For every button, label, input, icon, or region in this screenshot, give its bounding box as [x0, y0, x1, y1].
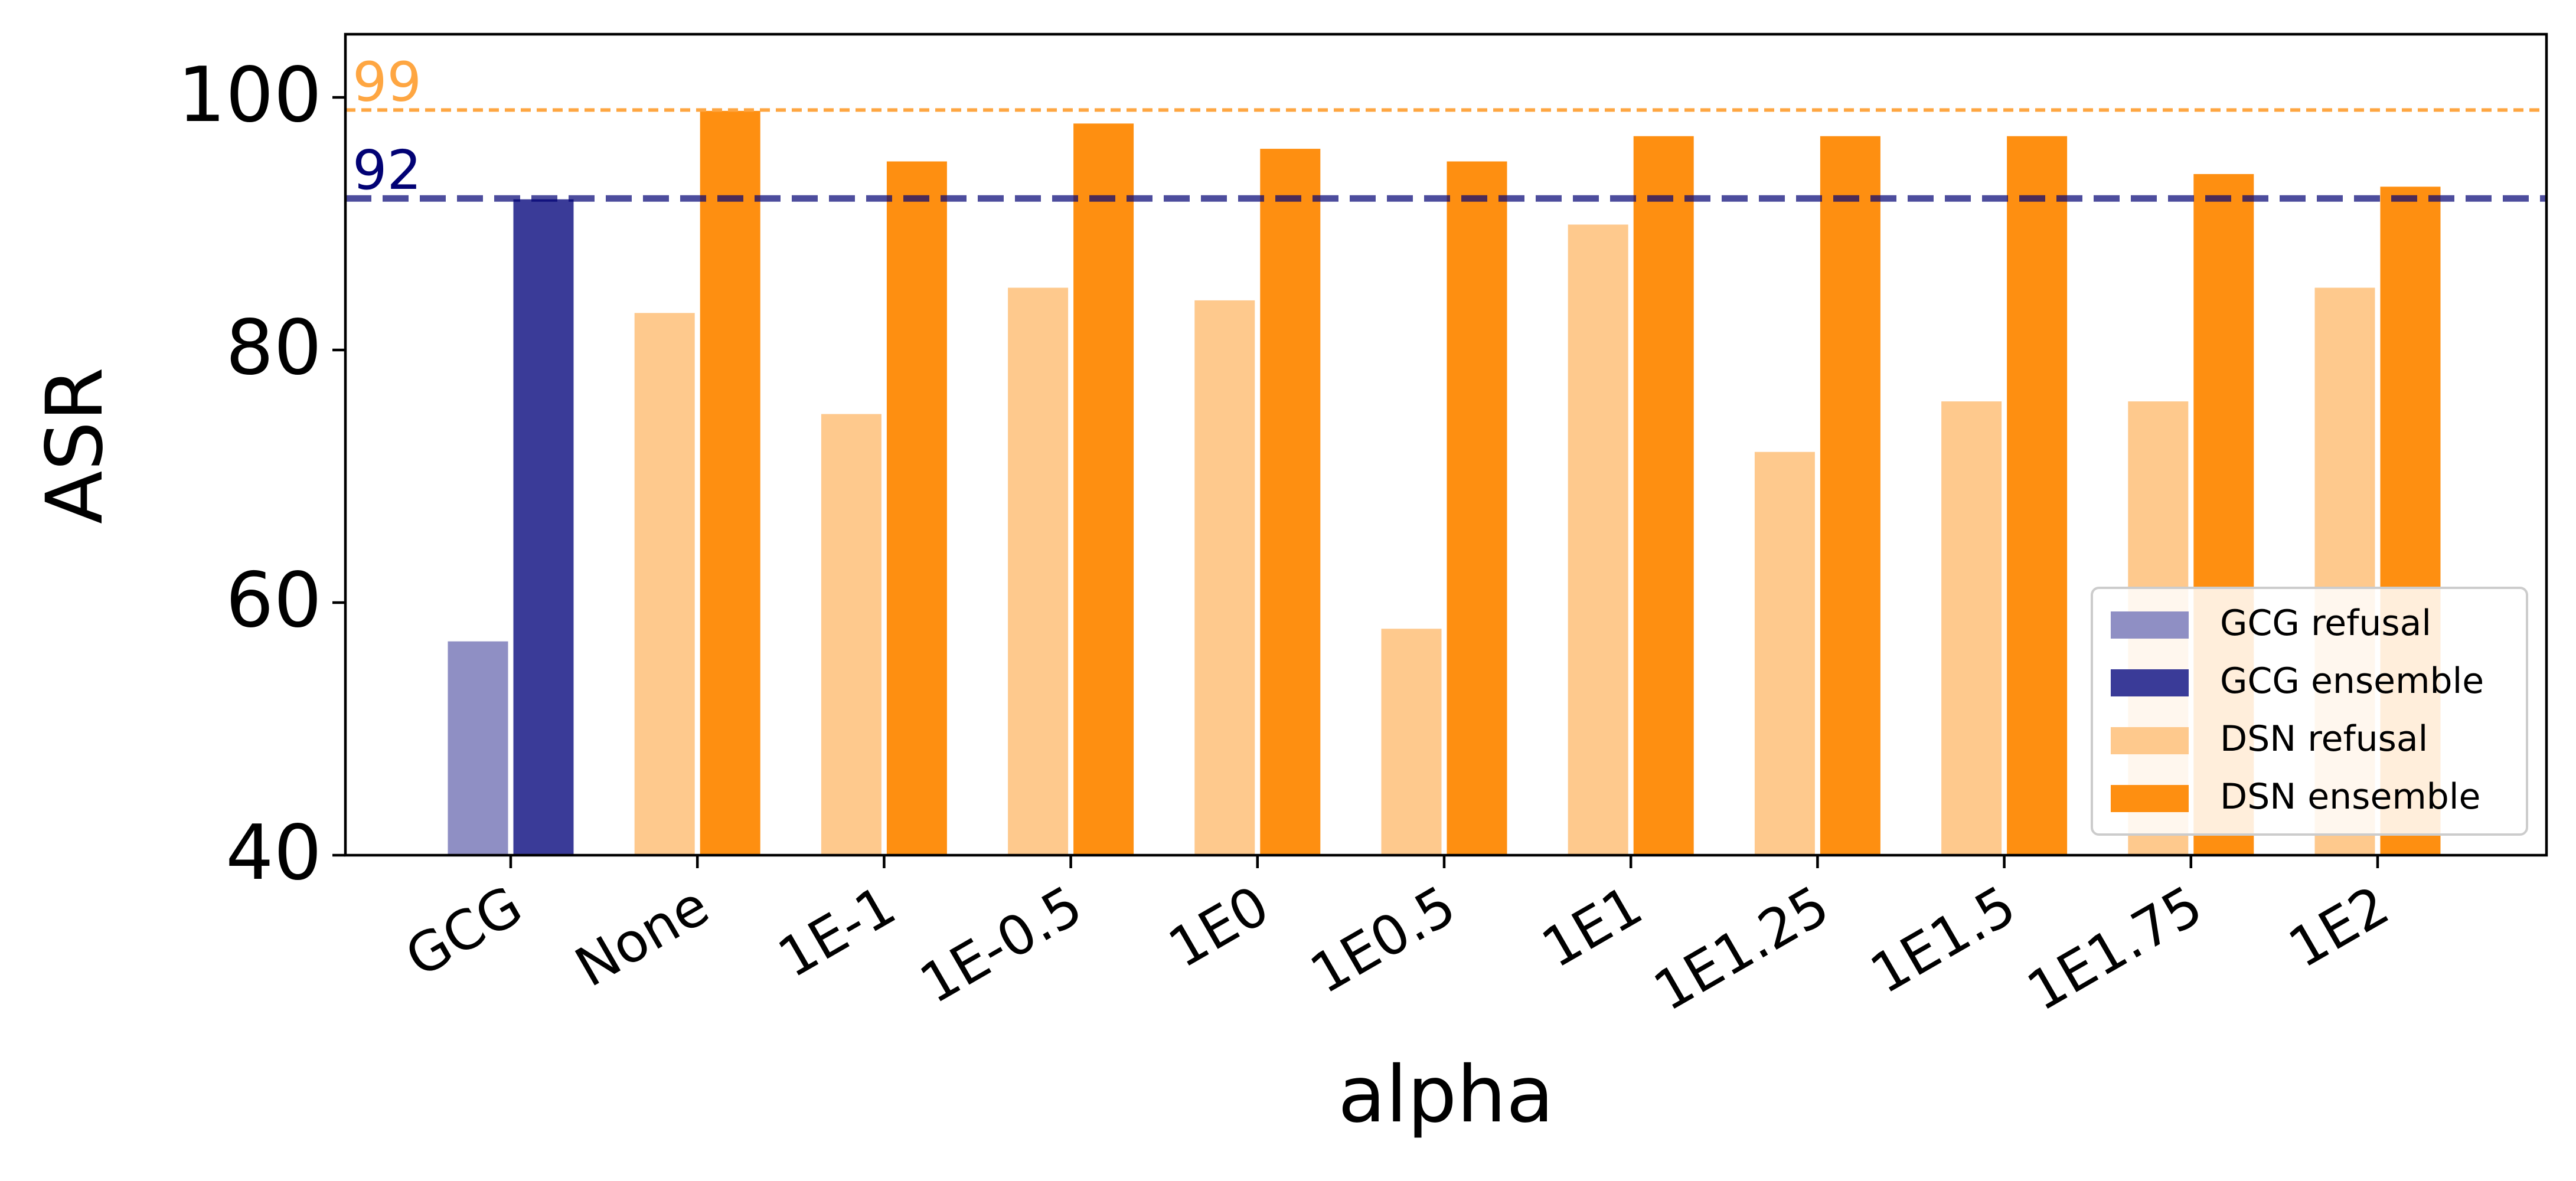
x-axis-label: alpha [1338, 1049, 1554, 1140]
bar-dsn-ensemble-1E1.25 [1818, 134, 1882, 856]
legend-swatch-gcg-refusal [2111, 611, 2189, 639]
bar-dsn-refusal-1E1 [1566, 223, 1630, 856]
bar-dsn-ensemble-1E-1 [884, 159, 949, 856]
bar-dsn-ensemble-1E1.5 [2005, 134, 2069, 856]
legend-swatch-dsn-ensemble [2111, 785, 2189, 812]
bar-dsn-ensemble-1E-0.5 [1072, 122, 1136, 856]
bar-dsn-refusal-1E0 [1193, 298, 1257, 856]
bar-dsn-refusal-1E1.5 [1940, 400, 2004, 856]
plot-frame [344, 32, 2548, 857]
bar-dsn-ensemble-None [698, 109, 762, 856]
y-axis-label: ASR [30, 367, 120, 524]
legend-swatch-gcg-ensemble [2111, 669, 2189, 696]
y-tick-label-40: 40 [226, 809, 322, 897]
bar-dsn-refusal-1E-0.5 [1006, 286, 1070, 856]
bar-dsn-refusal-1E-1 [819, 412, 883, 856]
y-tick-label-100: 100 [178, 51, 322, 139]
bar-dsn-ensemble-1E1 [1631, 134, 1696, 856]
legend-label-dsn-refusal: DSN refusal [2220, 718, 2428, 760]
reference-label-92: 92 [352, 139, 422, 202]
bar-gcg-ensemble-GCG [511, 197, 576, 856]
y-tick-label-80: 80 [226, 304, 322, 392]
bar-dsn-refusal-None [632, 311, 697, 856]
legend-box [2091, 587, 2528, 836]
y-tick-label-60: 60 [226, 557, 322, 645]
bar-dsn-ensemble-1E0.5 [1445, 159, 1509, 856]
bar-gcg-refusal-GCG [446, 639, 510, 856]
bar-dsn-refusal-1E0.5 [1379, 627, 1444, 856]
legend-swatch-dsn-refusal [2111, 727, 2189, 754]
bar-dsn-refusal-1E1.25 [1752, 450, 1817, 856]
legend: GCG refusal GCG ensemble DSN refusal DSN en… [2091, 587, 2528, 836]
reference-label-99: 99 [352, 50, 422, 113]
legend-label-gcg-ensemble: GCG ensemble [2220, 660, 2484, 702]
legend-label-dsn-ensemble: DSN ensemble [2220, 776, 2480, 817]
legend-label-gcg-refusal: GCG refusal [2220, 603, 2431, 644]
bar-dsn-ensemble-1E0 [1258, 147, 1323, 856]
